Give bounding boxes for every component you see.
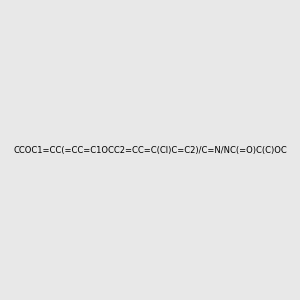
Text: CCOC1=CC(=CC=C1OCC2=CC=C(Cl)C=C2)/C=N/NC(=O)C(C)OC: CCOC1=CC(=CC=C1OCC2=CC=C(Cl)C=C2)/C=N/NC… <box>13 146 287 154</box>
